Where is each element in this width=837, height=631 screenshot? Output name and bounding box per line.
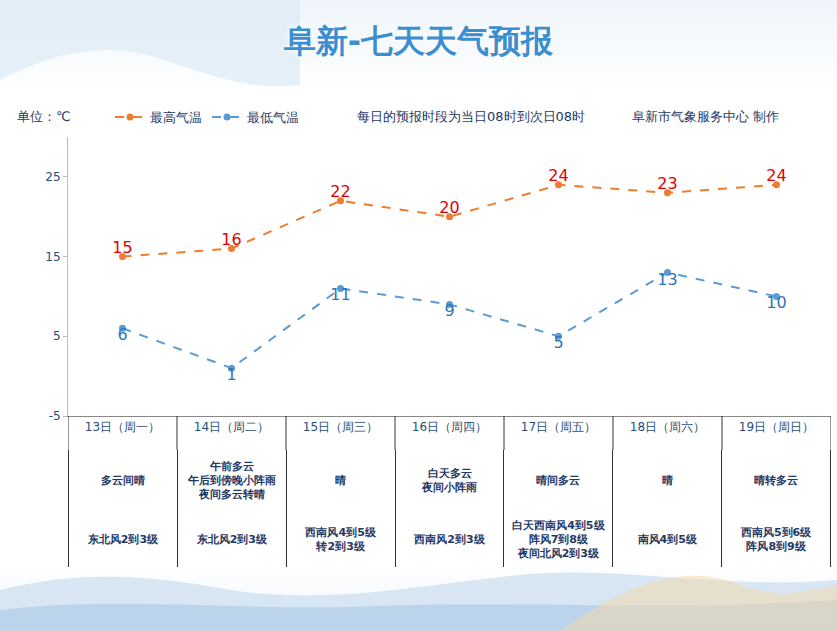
svg-text:最低气温: 最低气温 (247, 110, 299, 125)
svg-text:单位：℃: 单位：℃ (17, 109, 71, 124)
html-text:午后到傍晚小阵雨: 午后到傍晚小阵雨 (187, 474, 276, 487)
svg-text:19日（周日）: 19日（周日） (739, 420, 814, 434)
html-text:晴转多云: 晴转多云 (754, 474, 799, 487)
svg-text:25: 25 (45, 170, 60, 184)
html-text:南风4到5级: 南风4到5级 (637, 532, 697, 546)
svg-text:20: 20 (439, 198, 459, 217)
html-text:白天西南风4到5级: 白天西南风4到5级 (512, 518, 605, 532)
html-text:阵风8到9级: 阵风8到9级 (746, 539, 806, 553)
svg-text:1: 1 (226, 365, 236, 384)
svg-text:23: 23 (657, 174, 677, 193)
html-text:西南风5到6级: 西南风5到6级 (740, 525, 812, 539)
svg-text:24: 24 (548, 166, 568, 185)
html-text:阜新-七天天气预报: 阜新-七天天气预报 (283, 22, 554, 60)
svg-text:18日（周六）: 18日（周六） (630, 420, 705, 434)
html-text:多云间晴: 多云间晴 (100, 474, 145, 487)
html-text:西南风2到3级: 西南风2到3级 (414, 532, 485, 546)
svg-text:13日（周一）: 13日（周一） (85, 420, 160, 434)
svg-text:17日（周五）: 17日（周五） (521, 420, 596, 434)
html-text:晴: 晴 (661, 474, 673, 487)
svg-text:24: 24 (766, 166, 786, 185)
svg-text:最高气温: 最高气温 (150, 110, 202, 125)
svg-text:13: 13 (657, 270, 677, 289)
svg-text:5: 5 (53, 329, 61, 343)
html-text:夜间多云转晴: 夜间多云转晴 (198, 488, 265, 501)
html-text:午前多云: 午前多云 (209, 460, 254, 473)
html-text:东北风2到3级: 东北风2到3级 (87, 532, 159, 546)
html-text:阵风7到8级: 阵风7到8级 (528, 532, 588, 546)
svg-text:阜新市气象服务中心 制作: 阜新市气象服务中心 制作 (632, 109, 779, 124)
svg-text:16日（周四）: 16日（周四） (412, 420, 487, 434)
svg-text:10: 10 (766, 293, 786, 312)
svg-text:15: 15 (45, 250, 60, 264)
svg-text:每日的预报时段为当日08时到次日08时: 每日的预报时段为当日08时到次日08时 (357, 109, 585, 124)
svg-text:22: 22 (330, 182, 350, 201)
svg-text:9: 9 (444, 301, 454, 320)
html-text:东北风2到3级: 东北风2到3级 (196, 532, 267, 546)
svg-text:6: 6 (117, 325, 127, 344)
html-text:夜间北风2到3级: 夜间北风2到3级 (517, 546, 599, 560)
html-text:白天多云: 白天多云 (427, 467, 472, 480)
svg-text:15: 15 (112, 238, 132, 257)
svg-text:5: 5 (553, 333, 563, 352)
html-text:转2到3级: 转2到3级 (316, 539, 365, 553)
svg-text:15日（周三）: 15日（周三） (303, 420, 378, 434)
html-text:晴间多云: 晴间多云 (536, 474, 581, 487)
html-text:晴: 晴 (335, 474, 347, 487)
svg-text:-5: -5 (49, 409, 61, 423)
svg-text:14日（周二）: 14日（周二） (194, 420, 269, 434)
svg-text:16: 16 (221, 230, 241, 249)
svg-text:11: 11 (330, 285, 350, 304)
html-text:夜间小阵雨: 夜间小阵雨 (422, 481, 477, 494)
html-text:西南风4到5级: 西南风4到5级 (305, 525, 376, 539)
